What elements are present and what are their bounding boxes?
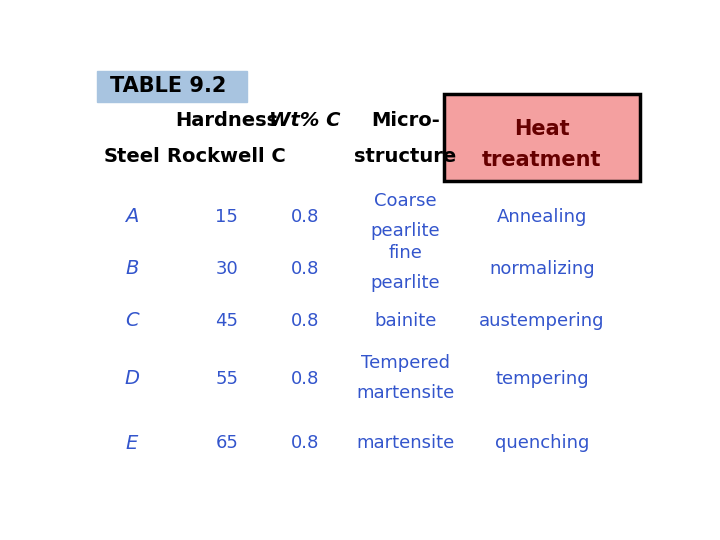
Text: E: E xyxy=(126,434,138,453)
Text: martensite: martensite xyxy=(356,434,454,452)
Text: normalizing: normalizing xyxy=(489,260,595,278)
Text: tempering: tempering xyxy=(495,370,589,388)
Text: B: B xyxy=(125,259,138,278)
Text: Hardness: Hardness xyxy=(175,111,278,131)
Text: pearlite: pearlite xyxy=(371,222,440,240)
Text: 0.8: 0.8 xyxy=(291,434,319,452)
Text: Heat: Heat xyxy=(514,119,570,139)
Text: Annealing: Annealing xyxy=(497,207,588,226)
Text: structure: structure xyxy=(354,147,456,166)
Text: TABLE 9.2: TABLE 9.2 xyxy=(110,77,226,97)
Text: Tempered: Tempered xyxy=(361,354,450,372)
Text: pearlite: pearlite xyxy=(371,274,440,292)
Text: C: C xyxy=(125,311,139,330)
Text: D: D xyxy=(125,369,140,388)
Text: 0.8: 0.8 xyxy=(291,312,319,329)
Text: 45: 45 xyxy=(215,312,238,329)
Text: 55: 55 xyxy=(215,370,238,388)
Text: quenching: quenching xyxy=(495,434,589,452)
Text: Rockwell C: Rockwell C xyxy=(167,147,286,166)
Text: Coarse: Coarse xyxy=(374,192,436,210)
FancyBboxPatch shape xyxy=(96,71,248,102)
Text: treatment: treatment xyxy=(482,151,602,171)
Text: 65: 65 xyxy=(215,434,238,452)
Text: martensite: martensite xyxy=(356,384,454,402)
Text: 0.8: 0.8 xyxy=(291,370,319,388)
Text: 0.8: 0.8 xyxy=(291,207,319,226)
Text: bainite: bainite xyxy=(374,312,436,329)
Text: A: A xyxy=(125,207,138,226)
Text: Steel: Steel xyxy=(104,147,161,166)
Text: 30: 30 xyxy=(215,260,238,278)
Text: Wt% C: Wt% C xyxy=(269,111,341,131)
Text: Micro-: Micro- xyxy=(371,111,440,131)
Text: 15: 15 xyxy=(215,207,238,226)
Text: austempering: austempering xyxy=(480,312,605,329)
FancyBboxPatch shape xyxy=(444,94,639,181)
Text: fine: fine xyxy=(388,244,422,262)
Text: 0.8: 0.8 xyxy=(291,260,319,278)
